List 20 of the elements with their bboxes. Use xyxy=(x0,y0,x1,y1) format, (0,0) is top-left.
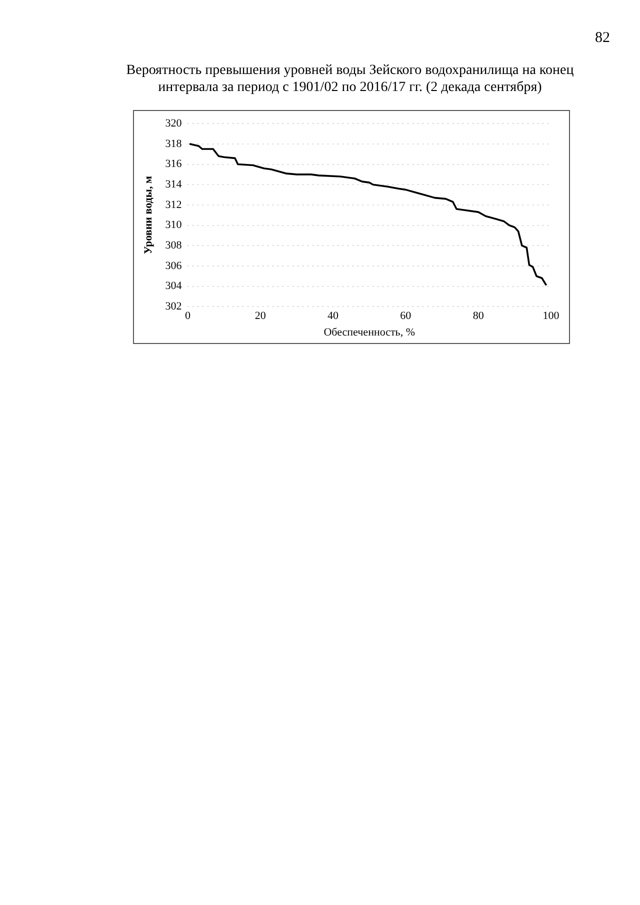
y-tick-label: 314 xyxy=(165,178,182,190)
y-tick-label: 304 xyxy=(165,280,182,292)
y-tick-label: 316 xyxy=(165,158,182,170)
y-tick-label: 312 xyxy=(165,198,182,211)
y-tick-label: 320 xyxy=(165,117,182,130)
y-axis-title: Уровни воды, м xyxy=(142,176,154,254)
y-tick-label: 308 xyxy=(165,239,182,252)
x-tick-label: 20 xyxy=(254,310,266,322)
y-tick-label: 302 xyxy=(165,300,182,312)
chart-title: Вероятность превышения уровней воды Зейского водохранилища на конец интервала за период с 1901/02 по 2016/17 гг. (2 декада сентября) xyxy=(125,62,575,96)
x-tick-label: 80 xyxy=(472,310,484,322)
x-tick-label: 60 xyxy=(400,310,412,322)
x-tick-label: 0 xyxy=(184,310,191,322)
y-tick-label: 306 xyxy=(165,260,182,272)
text: 82 xyxy=(595,30,610,47)
y-tick-label: 310 xyxy=(165,219,182,232)
y-tick-label: 318 xyxy=(165,138,182,150)
x-tick-label: 100 xyxy=(542,310,560,322)
x-tick-label: 40 xyxy=(328,310,340,322)
x-axis-title: Обеспеченность, % xyxy=(324,326,415,338)
